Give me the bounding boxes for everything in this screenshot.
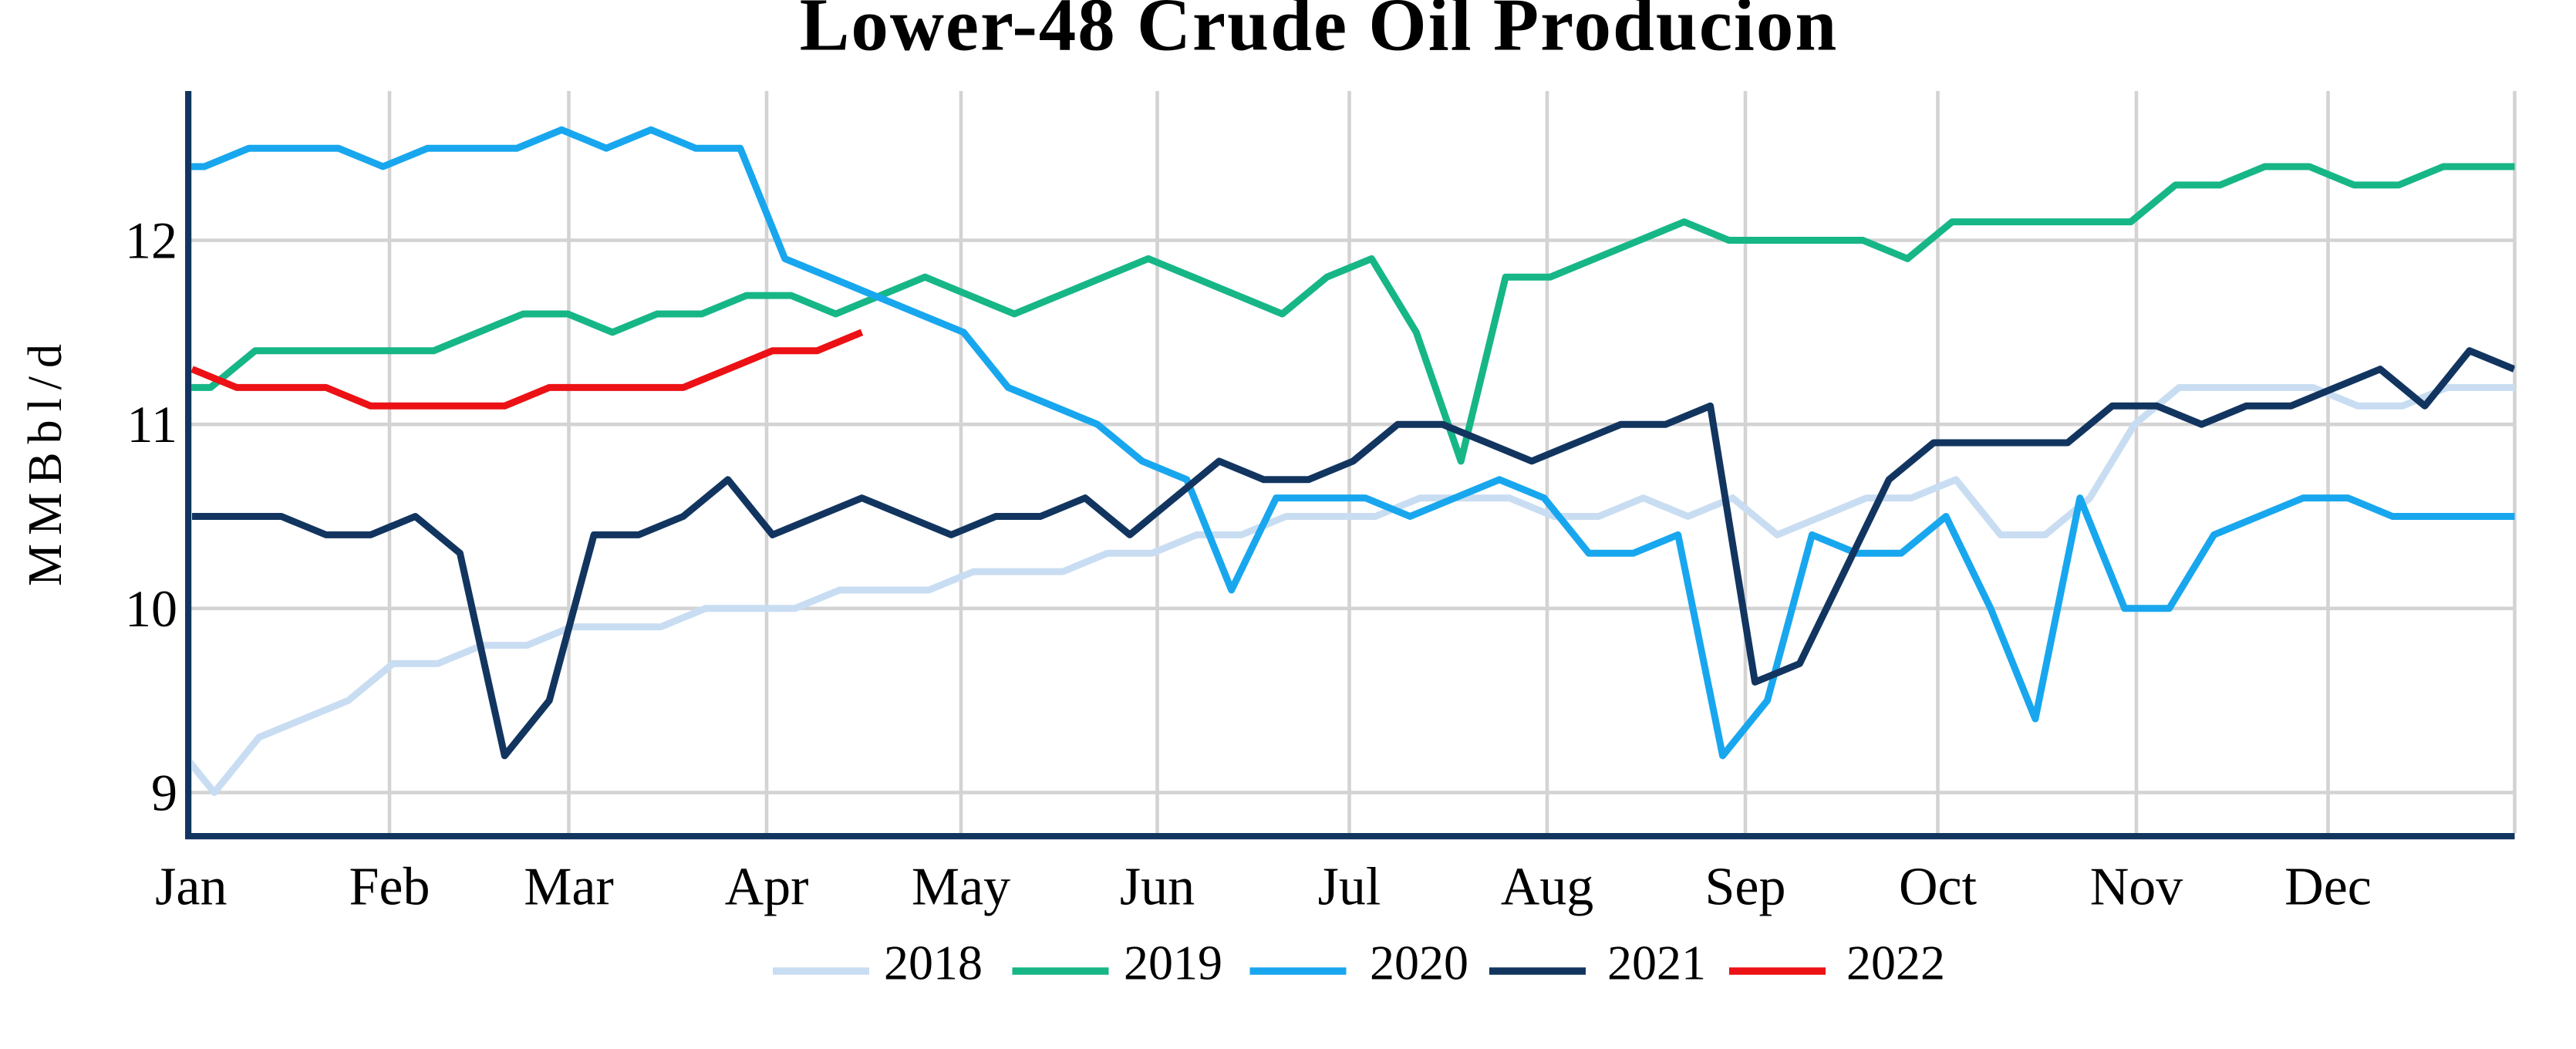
svg-text:Jul: Jul <box>1318 857 1381 916</box>
svg-text:Mar: Mar <box>524 857 614 916</box>
svg-text:Dec: Dec <box>2284 857 2372 916</box>
svg-text:9: 9 <box>151 764 177 822</box>
svg-text:2018: 2018 <box>884 935 983 990</box>
svg-text:Sep: Sep <box>1705 857 1786 916</box>
svg-text:Aug: Aug <box>1501 857 1594 916</box>
svg-text:Nov: Nov <box>2090 857 2183 916</box>
svg-text:10: 10 <box>125 579 177 638</box>
svg-text:2021: 2021 <box>1607 935 1706 990</box>
svg-text:12: 12 <box>125 211 177 270</box>
svg-text:Apr: Apr <box>725 857 809 916</box>
svg-text:MMBbl/d: MMBbl/d <box>19 336 72 586</box>
svg-text:Lower-48 Crude Oil Producion: Lower-48 Crude Oil Producion <box>800 0 1839 66</box>
svg-text:Feb: Feb <box>349 857 430 916</box>
svg-text:2022: 2022 <box>1846 935 1945 990</box>
svg-text:2020: 2020 <box>1370 935 1468 990</box>
svg-text:Jun: Jun <box>1120 857 1195 916</box>
svg-text:2019: 2019 <box>1124 935 1222 990</box>
svg-text:Jan: Jan <box>155 857 227 916</box>
svg-text:May: May <box>912 857 1010 916</box>
svg-text:11: 11 <box>127 395 177 454</box>
svg-text:Oct: Oct <box>1899 857 1978 916</box>
